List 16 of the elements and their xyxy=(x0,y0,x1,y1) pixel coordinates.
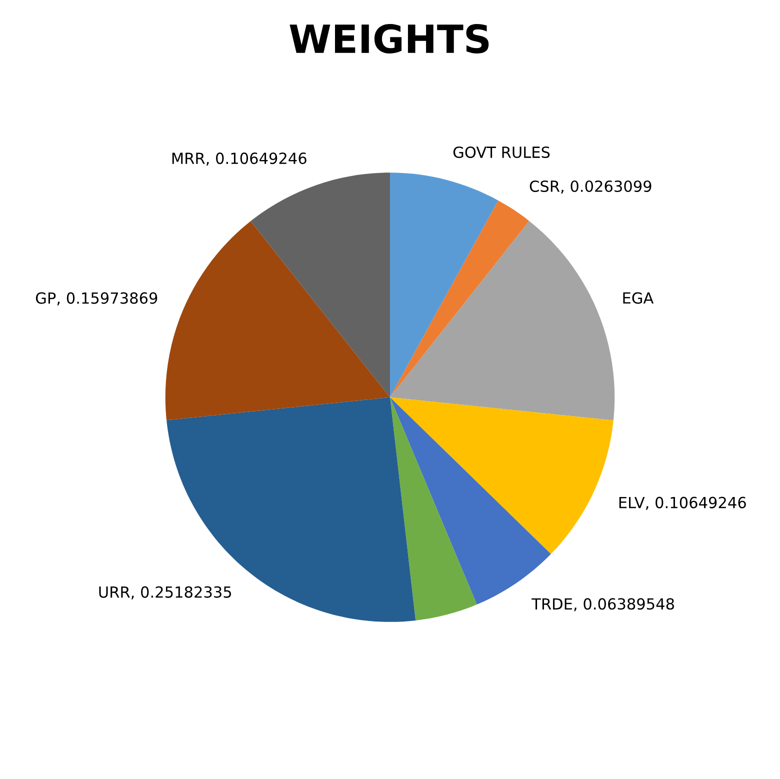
pie-slice xyxy=(390,397,477,620)
slice-label: GP, 0.15973869 xyxy=(36,292,158,306)
chart-title: WEIGHTS xyxy=(290,24,489,54)
slice-label: CSR, 0.0263099 xyxy=(530,180,652,194)
pie-slice xyxy=(165,221,390,420)
slice-label: TRDE, 0.06389548 xyxy=(532,598,674,612)
slice-label: GOVT RULES xyxy=(453,146,550,158)
slice-label: ELV, 0.10649246 xyxy=(619,496,746,510)
slice-label: MRR, 0.10649246 xyxy=(172,152,306,166)
slice-label: URR, 0.25182335 xyxy=(99,586,232,600)
slice-label: EGA xyxy=(623,292,654,304)
pie-slice xyxy=(250,172,390,398)
pie-slice xyxy=(390,200,530,398)
pie-slice xyxy=(390,172,498,398)
pie-slice xyxy=(390,220,615,420)
pie-slice xyxy=(390,397,614,554)
